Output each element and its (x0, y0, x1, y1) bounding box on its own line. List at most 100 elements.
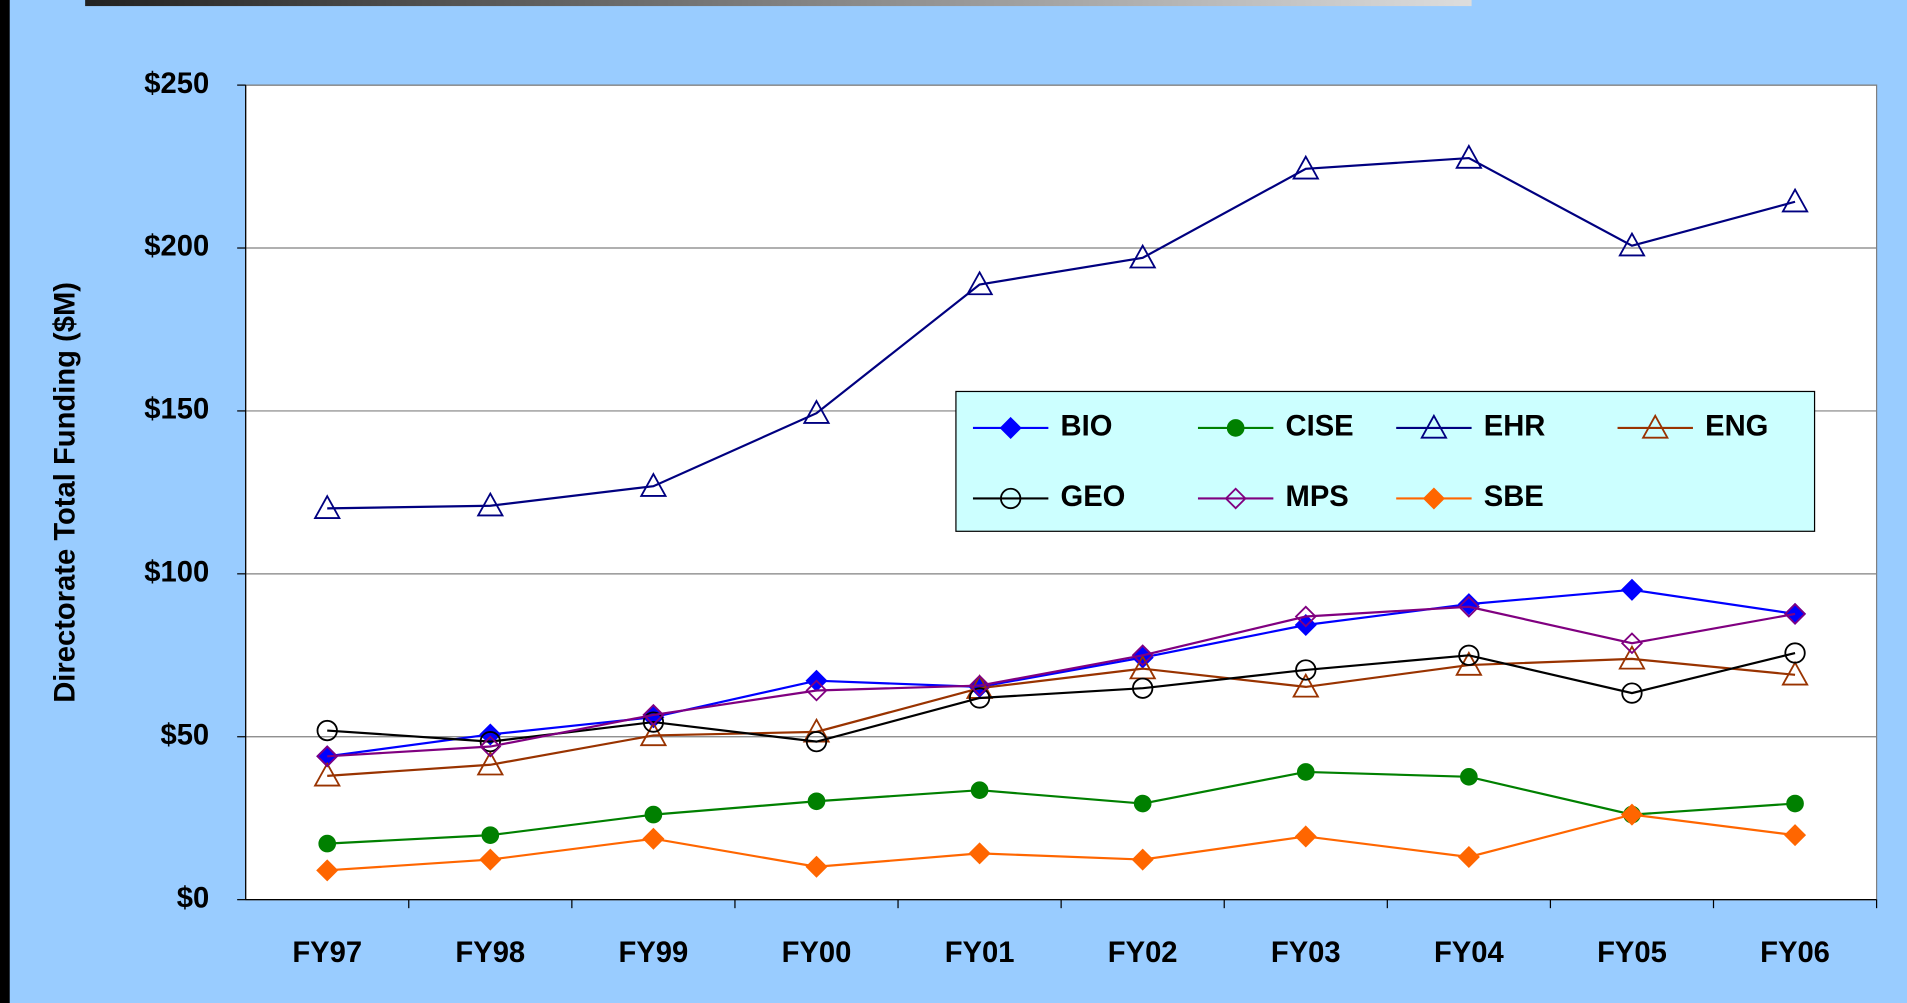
legend-label: GEO (1061, 481, 1126, 513)
marker (1781, 187, 1809, 213)
marker (1618, 231, 1646, 257)
x-tick-label: FY99 (619, 937, 689, 969)
marker (1292, 672, 1320, 698)
marker (318, 834, 337, 853)
marker (1621, 682, 1643, 704)
marker (1457, 595, 1480, 618)
y-tick-label: $50 (160, 719, 209, 751)
legend (955, 390, 1816, 532)
y-axis-title: Directorate Total Funding ($M) (50, 282, 82, 703)
marker (481, 826, 500, 844)
top-bar (85, 0, 1472, 7)
marker (1132, 677, 1154, 699)
x-tick-label: FY05 (1597, 937, 1667, 969)
marker (1000, 487, 1022, 510)
marker (1781, 660, 1809, 686)
legend-label: ENG (1705, 411, 1768, 443)
marker (1458, 644, 1480, 666)
x-tick-label: FY00 (782, 937, 852, 969)
y-tick-label: $100 (144, 557, 209, 589)
marker (1620, 803, 1643, 826)
marker (968, 842, 991, 865)
marker (1641, 413, 1669, 439)
x-tick-label: FY97 (292, 937, 362, 969)
marker (313, 761, 341, 787)
series-line (327, 651, 1796, 743)
marker (805, 855, 828, 878)
marker (642, 827, 665, 850)
marker (476, 750, 505, 776)
marker (1226, 419, 1245, 437)
marker (644, 805, 663, 824)
marker (1455, 144, 1483, 169)
series-line (327, 770, 1796, 845)
marker (1420, 413, 1448, 439)
marker (639, 472, 668, 497)
legend-label: BIO (1061, 411, 1113, 443)
marker (1784, 642, 1806, 664)
legend-label: CISE (1286, 411, 1354, 443)
marker (1131, 644, 1154, 667)
marker (316, 859, 339, 882)
legend-label: EHR (1484, 411, 1546, 443)
marker (1620, 578, 1643, 601)
y-tick-label: $150 (144, 394, 209, 426)
marker (1784, 602, 1807, 625)
marker (639, 721, 668, 747)
marker (802, 399, 831, 424)
marker (970, 781, 989, 799)
x-tick-label: FY04 (1434, 937, 1505, 969)
marker (1422, 487, 1445, 510)
series-line (327, 605, 1796, 758)
marker (313, 494, 341, 519)
y-tick-label: $250 (144, 68, 209, 100)
marker (805, 730, 828, 753)
marker (965, 270, 994, 296)
legend-label: MPS (1286, 481, 1349, 513)
left-border (0, 0, 10, 1003)
marker (1133, 794, 1152, 813)
marker (479, 730, 501, 753)
marker (1292, 154, 1320, 180)
series-line (327, 156, 1796, 510)
series-line (327, 813, 1796, 872)
marker (479, 723, 502, 746)
marker (1620, 632, 1643, 655)
marker (1784, 824, 1807, 847)
marker (479, 848, 502, 871)
marker (1460, 768, 1478, 786)
marker (1128, 243, 1157, 269)
x-tick-label: FY98 (455, 937, 525, 969)
series-line (327, 588, 1796, 758)
marker (1618, 644, 1646, 670)
marker (968, 687, 991, 709)
legend-label: SBE (1484, 481, 1544, 513)
marker (479, 735, 502, 758)
marker (1296, 763, 1315, 781)
series-line (327, 657, 1796, 777)
marker (999, 416, 1022, 439)
marker (1457, 845, 1480, 868)
marker (316, 719, 338, 742)
marker (1457, 593, 1480, 616)
marker (807, 792, 826, 811)
marker (1295, 659, 1317, 681)
x-tick-label: FY03 (1271, 937, 1341, 969)
marker (968, 674, 991, 697)
y-tick-label: $0 (177, 882, 209, 914)
marker (1294, 825, 1317, 848)
marker (1131, 848, 1154, 871)
x-tick-label: FY02 (1108, 937, 1178, 969)
marker (1294, 605, 1317, 628)
marker (1786, 794, 1804, 813)
marker (316, 745, 339, 768)
y-tick-label: $200 (144, 231, 209, 263)
marker (476, 491, 505, 517)
x-tick-label: FY01 (945, 937, 1015, 969)
marker (1224, 487, 1247, 510)
marker (805, 679, 828, 702)
marker (642, 711, 665, 733)
marker (642, 703, 665, 726)
